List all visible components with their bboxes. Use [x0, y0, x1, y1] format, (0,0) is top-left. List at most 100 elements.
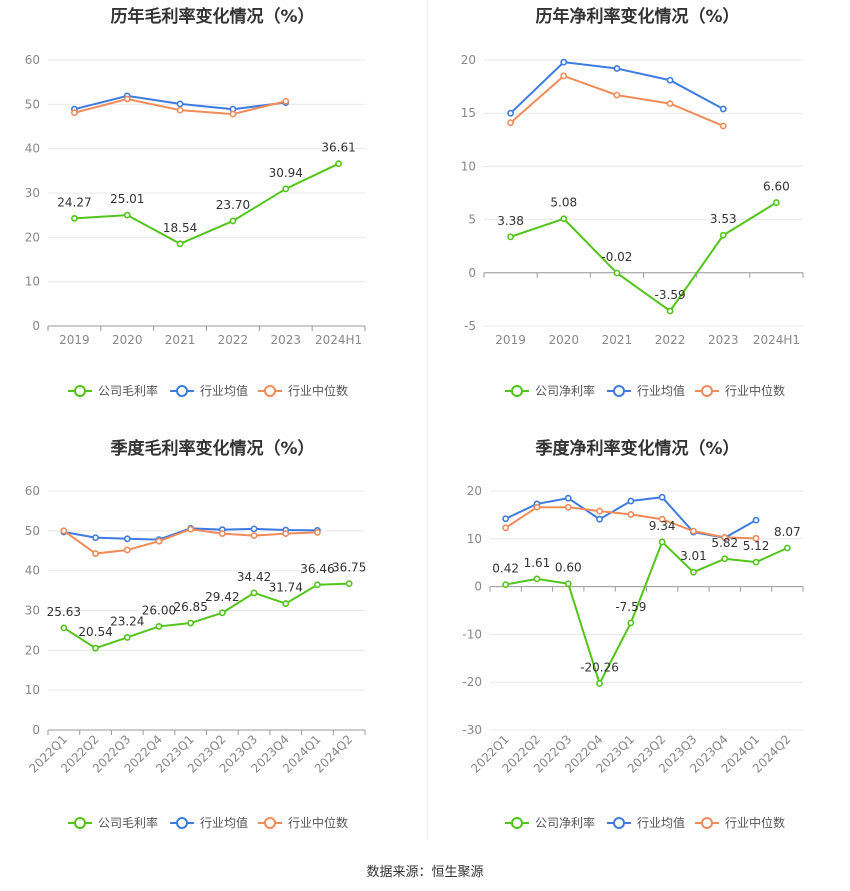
legend-label[interactable]: 公司净利率: [535, 815, 595, 830]
data-label: 3.53: [710, 212, 737, 226]
data-point-industry_avg: [502, 515, 510, 523]
data-point-industry_median: [596, 507, 603, 515]
legend-swatch-marker: [701, 817, 713, 829]
x-tick-label: 2019: [495, 333, 526, 347]
data-point-industry_median: [658, 515, 666, 523]
y-tick-label: -20: [462, 675, 482, 689]
data-point-industry_median: [560, 72, 568, 80]
data-point-industry_median: [282, 97, 290, 105]
data-label: 5.82: [711, 536, 738, 550]
data-point-company: [666, 307, 674, 315]
data-point-industry_median: [282, 530, 290, 538]
data-point-industry_avg: [719, 105, 727, 113]
x-tick-label: 2019: [59, 333, 90, 347]
chart-panel-quarterly-net-margin: 季度净利率变化情况（%） -30 -20 -10 0 10 20 2022Q1 2022Q2 2…: [425, 432, 850, 862]
data-point-company: [345, 580, 353, 588]
legend-label[interactable]: 行业均值: [637, 815, 685, 830]
data-label: 23.24: [110, 614, 144, 628]
x-tick-label: 2023: [270, 333, 301, 347]
data-label: -0.02: [601, 250, 632, 264]
legend-swatch-marker: [511, 385, 523, 397]
data-point-industry_avg: [176, 100, 184, 108]
y-tick-label: 0: [468, 266, 476, 280]
data-point-industry_avg: [560, 58, 568, 66]
data-point-company: [92, 644, 99, 652]
data-label: 8.07: [774, 525, 801, 539]
data-point-company: [773, 199, 780, 206]
legend-label[interactable]: 行业中位数: [725, 383, 785, 398]
data-point-industry_median: [314, 529, 321, 536]
data-label: -7.59: [615, 600, 646, 614]
data-point-company: [719, 231, 727, 239]
legend-label[interactable]: 行业均值: [637, 383, 685, 398]
data-point-industry_median: [229, 110, 237, 118]
series-line-company: [63, 582, 350, 650]
data-point-industry_avg: [250, 525, 258, 533]
data-label: 36.75: [332, 561, 366, 575]
y-tick-label: 40: [25, 142, 40, 156]
data-label: 30.94: [269, 166, 303, 180]
x-tick-label: 2021: [165, 333, 196, 347]
legend-label[interactable]: 行业中位数: [288, 383, 348, 398]
legend-swatch-marker: [176, 817, 188, 829]
data-label: 3.38: [497, 214, 524, 228]
data-point-company: [176, 240, 184, 248]
data-label: 34.42: [237, 570, 271, 584]
y-tick-label: 20: [461, 53, 476, 67]
legend-swatch-marker: [613, 817, 625, 829]
legend-swatch-marker: [74, 817, 86, 829]
y-tick-label: 40: [25, 564, 40, 578]
data-point-company: [229, 217, 237, 225]
legend-swatch-marker: [264, 385, 276, 397]
x-tick-label: 2020: [112, 333, 143, 347]
data-label: 0.42: [492, 562, 519, 576]
legend-label[interactable]: 行业均值: [200, 815, 248, 830]
x-tick-label: 2020: [548, 333, 579, 347]
data-point-industry_median: [123, 95, 131, 103]
y-tick-label: 5: [468, 213, 476, 227]
data-point-company: [690, 568, 697, 576]
data-point-industry_median: [666, 100, 674, 108]
legend-swatch-marker: [701, 385, 713, 397]
series-line-company: [505, 540, 788, 687]
data-source-note: 数据来源：恒生聚源: [366, 865, 484, 880]
data-point-company: [658, 538, 666, 546]
legend-label[interactable]: 公司毛利率: [98, 383, 158, 398]
legend-swatch-marker: [74, 385, 86, 397]
data-point-industry_median: [71, 109, 78, 117]
chart-panel-quarterly-gross-margin: 季度毛利率变化情况（%） 0 10 20 30 40 50 60 2022Q1 2022Q2 20…: [0, 432, 425, 862]
data-label: 23.70: [216, 198, 250, 212]
data-point-industry_median: [123, 546, 131, 554]
x-tick-label: 2024H1: [315, 333, 362, 347]
data-label: 29.42: [205, 590, 239, 604]
data-label: -3.59: [655, 288, 686, 302]
legend-label[interactable]: 公司净利率: [535, 383, 595, 398]
data-point-industry_avg: [507, 109, 514, 117]
data-point-industry_median: [721, 533, 729, 541]
data-point-industry_avg: [123, 535, 131, 543]
legend-swatch-marker: [176, 385, 188, 397]
data-point-company: [282, 185, 290, 193]
legend-label[interactable]: 行业中位数: [288, 815, 348, 830]
data-point-company: [596, 680, 603, 687]
legend-label[interactable]: 公司毛利率: [98, 815, 158, 830]
chart-title: 季度净利率变化情况（%）: [535, 439, 740, 459]
data-label: 25.63: [47, 605, 81, 619]
data-label: 5.08: [550, 196, 577, 210]
data-label: 24.27: [57, 195, 91, 209]
chart-title: 历年净利率变化情况（%）: [535, 7, 740, 27]
legend-label[interactable]: 行业中位数: [725, 815, 785, 830]
chart-title: 历年毛利率变化情况（%）: [110, 7, 315, 27]
data-point-industry_median: [92, 550, 99, 557]
series-line-company: [510, 201, 777, 313]
data-label: 36.61: [321, 141, 355, 155]
data-label: 5.12: [743, 539, 770, 553]
legend-swatch-marker: [511, 817, 523, 829]
y-tick-label: -30: [462, 723, 482, 737]
legend-label[interactable]: 行业均值: [200, 383, 248, 398]
panel-divider: [427, 0, 428, 840]
data-point-company: [218, 609, 226, 617]
data-point-company: [533, 575, 541, 583]
y-tick-label: 50: [25, 97, 40, 111]
data-point-industry_median: [752, 534, 760, 542]
